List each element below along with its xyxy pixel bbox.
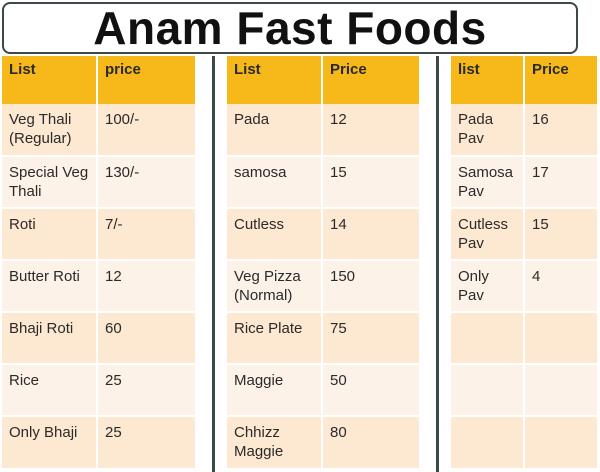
item-name bbox=[451, 415, 524, 468]
menu-table-3: list Price Pada Pav 16 Samosa Pav 17 Cut… bbox=[451, 56, 597, 468]
item-price bbox=[523, 363, 597, 416]
table-row bbox=[451, 415, 597, 468]
item-name: Pada Pav bbox=[451, 104, 524, 156]
item-name: Veg Thali (Regular) bbox=[2, 104, 97, 156]
item-name: Samosa Pav bbox=[451, 155, 524, 208]
column-header-item: List bbox=[227, 56, 322, 104]
item-name: Chhizz Maggie bbox=[227, 415, 322, 468]
item-price: 80 bbox=[321, 415, 419, 468]
column-header-price: Price bbox=[523, 56, 597, 104]
item-price: 14 bbox=[321, 207, 419, 260]
table-header-row: List Price bbox=[227, 56, 419, 104]
item-price: 17 bbox=[523, 155, 597, 208]
title-banner: Anam Fast Foods bbox=[2, 2, 578, 54]
column-header-price: Price bbox=[321, 56, 419, 104]
table-row: Butter Roti 12 bbox=[2, 259, 195, 312]
table-header-row: List price bbox=[2, 56, 195, 104]
item-price: 25 bbox=[96, 363, 195, 416]
table-row: Only Pav 4 bbox=[451, 259, 597, 312]
table-row: Pada Pav 16 bbox=[451, 104, 597, 156]
item-name: Maggie bbox=[227, 363, 322, 416]
item-price: 25 bbox=[96, 415, 195, 468]
item-name: Butter Roti bbox=[2, 259, 97, 312]
table-row: Samosa Pav 17 bbox=[451, 155, 597, 208]
table-row: Chhizz Maggie 80 bbox=[227, 415, 419, 468]
table-row: Veg Thali (Regular) 100/- bbox=[2, 104, 195, 156]
item-name: Roti bbox=[2, 207, 97, 260]
table-row: Only Bhaji 25 bbox=[2, 415, 195, 468]
item-name: Pada bbox=[227, 104, 322, 156]
table-row bbox=[451, 363, 597, 416]
item-price bbox=[523, 415, 597, 468]
table-row: Special Veg Thali 130/- bbox=[2, 155, 195, 208]
table-row: Rice 25 bbox=[2, 363, 195, 416]
item-name: Cutless Pav bbox=[451, 207, 524, 260]
item-price: 60 bbox=[96, 311, 195, 364]
item-price: 75 bbox=[321, 311, 419, 364]
item-price: 7/- bbox=[96, 207, 195, 260]
item-price: 4 bbox=[523, 259, 597, 312]
item-name: Special Veg Thali bbox=[2, 155, 97, 208]
item-price: 130/- bbox=[96, 155, 195, 208]
item-price: 150 bbox=[321, 259, 419, 312]
table-row: Rice Plate 75 bbox=[227, 311, 419, 364]
table-row: Bhaji Roti 60 bbox=[2, 311, 195, 364]
table-row: samosa 15 bbox=[227, 155, 419, 208]
table-row: Pada 12 bbox=[227, 104, 419, 156]
item-price: 12 bbox=[321, 104, 419, 156]
table-row: Cutless 14 bbox=[227, 207, 419, 260]
item-name: Only Pav bbox=[451, 259, 524, 312]
item-price bbox=[523, 311, 597, 364]
table-row: Roti 7/- bbox=[2, 207, 195, 260]
item-price: 15 bbox=[523, 207, 597, 260]
menu-table-2: List Price Pada 12 samosa 15 Cutless 14 … bbox=[227, 56, 419, 468]
item-price: 100/- bbox=[96, 104, 195, 156]
table-row bbox=[451, 311, 597, 364]
item-price: 16 bbox=[523, 104, 597, 156]
item-name: Rice bbox=[2, 363, 97, 416]
table-row: Maggie 50 bbox=[227, 363, 419, 416]
table-header-row: list Price bbox=[451, 56, 597, 104]
column-header-item: List bbox=[2, 56, 97, 104]
item-name: samosa bbox=[227, 155, 322, 208]
column-header-price: price bbox=[96, 56, 195, 104]
item-name: Veg Pizza (Normal) bbox=[227, 259, 322, 312]
table-row: Veg Pizza (Normal) 150 bbox=[227, 259, 419, 312]
item-name: Cutless bbox=[227, 207, 322, 260]
column-header-item: list bbox=[451, 56, 524, 104]
item-name: Bhaji Roti bbox=[2, 311, 97, 364]
item-price: 50 bbox=[321, 363, 419, 416]
column-divider bbox=[212, 56, 215, 472]
item-name: Only Bhaji bbox=[2, 415, 97, 468]
item-price: 12 bbox=[96, 259, 195, 312]
column-divider bbox=[436, 56, 439, 472]
menu-table-1: List price Veg Thali (Regular) 100/- Spe… bbox=[2, 56, 195, 468]
page-title: Anam Fast Foods bbox=[93, 2, 487, 54]
item-name bbox=[451, 311, 524, 364]
table-row: Cutless Pav 15 bbox=[451, 207, 597, 260]
item-name bbox=[451, 363, 524, 416]
item-name: Rice Plate bbox=[227, 311, 322, 364]
item-price: 15 bbox=[321, 155, 419, 208]
